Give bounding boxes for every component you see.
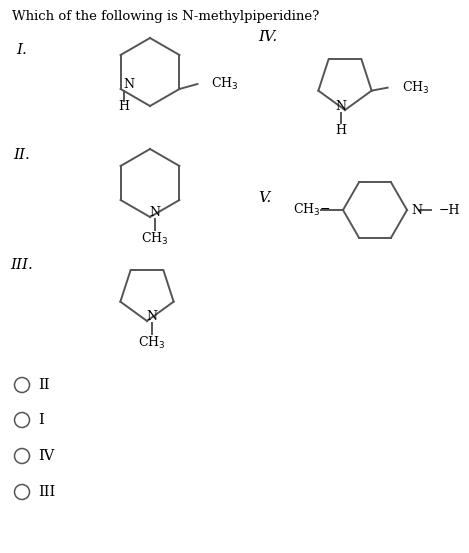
Text: CH$_3$−: CH$_3$− — [293, 202, 331, 218]
Text: H: H — [335, 123, 347, 137]
Text: N: N — [411, 204, 422, 217]
Text: N: N — [335, 100, 347, 112]
Text: II: II — [38, 378, 50, 392]
Text: N: N — [150, 206, 160, 218]
Text: N: N — [146, 310, 158, 324]
Text: II.: II. — [14, 148, 30, 162]
Text: H: H — [118, 101, 129, 113]
Text: IV: IV — [38, 449, 54, 463]
Text: N: N — [123, 79, 134, 91]
Text: CH$_3$: CH$_3$ — [141, 231, 169, 247]
Text: CH$_3$: CH$_3$ — [138, 335, 166, 351]
Text: III.: III. — [11, 258, 33, 272]
Text: III: III — [38, 485, 55, 499]
Text: IV.: IV. — [258, 30, 277, 44]
Text: CH$_3$: CH$_3$ — [401, 80, 429, 96]
Text: −H: −H — [439, 204, 461, 217]
Text: V.: V. — [258, 191, 271, 205]
Text: CH$_3$: CH$_3$ — [212, 76, 239, 92]
Text: I: I — [38, 413, 44, 427]
Text: Which of the following is N-methylpiperidine?: Which of the following is N-methylpiperi… — [12, 10, 319, 23]
Text: I.: I. — [16, 43, 28, 57]
